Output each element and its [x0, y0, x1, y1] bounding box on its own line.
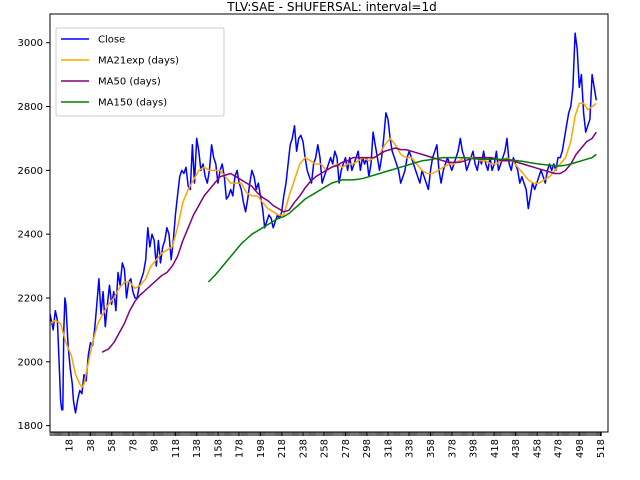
legend-label-0: Close	[98, 35, 125, 46]
x-tick-label: 238	[298, 439, 309, 458]
x-tick-label: 438	[511, 439, 522, 458]
x-tick-label: 518	[596, 439, 607, 458]
legend-box	[55, 27, 225, 117]
x-tick-label: 258	[320, 439, 331, 458]
y-tick-label: 2200	[18, 293, 43, 304]
x-tick-label: 498	[575, 439, 586, 458]
x-axis: 18 38 58 78 98 118 138 158 178 198 218 238 258 278 298…	[49, 432, 607, 458]
legend-label-1: MA21exp (days)	[98, 56, 179, 67]
series-layer	[50, 32, 598, 414]
x-tick-label: 278	[341, 439, 352, 458]
x-tick-label: 458	[532, 439, 543, 458]
y-tick-label: 1800	[18, 421, 43, 432]
x-tick-label: 158	[213, 439, 224, 458]
series-line-2	[101, 131, 597, 353]
x-tick-label: 418	[490, 439, 501, 458]
x-tick-label: 478	[554, 439, 565, 458]
series-line-0	[50, 32, 598, 414]
x-tick-label: 98	[150, 439, 161, 452]
x-tick-label: 58	[107, 439, 118, 452]
y-tick-label: 2800	[18, 102, 43, 113]
series-line-1	[50, 102, 597, 389]
x-tick-label: 18	[65, 439, 76, 452]
y-tick-label: 2000	[18, 357, 43, 368]
y-tick-label: 2400	[18, 230, 43, 241]
x-tick-label: 138	[192, 439, 203, 458]
plot-area-frame	[49, 13, 609, 433]
x-tick-label: 358	[426, 439, 437, 458]
x-tick-label: 38	[86, 439, 97, 452]
x-tick-label: 398	[469, 439, 480, 458]
legend: Close MA21exp (days) MA50 (days) MA150 (day…	[55, 27, 225, 117]
x-tick-label: 378	[447, 439, 458, 458]
x-tick-label: 318	[383, 439, 394, 458]
x-tick-label: 178	[235, 439, 246, 458]
x-tick-label: 198	[256, 439, 267, 458]
series-line-3	[207, 153, 597, 283]
legend-label-2: MA50 (days)	[98, 77, 161, 88]
x-tick-label: 218	[277, 439, 288, 458]
x-tick-label: 338	[405, 439, 416, 458]
legend-label-3: MA150 (days)	[98, 98, 167, 109]
x-tick-label: 78	[128, 439, 139, 452]
y-tick-label: 2600	[18, 166, 43, 177]
y-axis: 1800 2000 2200 2400 2600 2800 3000	[18, 38, 50, 432]
chart-title: TLV:SAE - SHUFERSAL: interval=1d	[226, 0, 436, 14]
x-tick-label: 298	[362, 439, 373, 458]
y-tick-label: 3000	[18, 38, 43, 49]
x-tick-label: 118	[171, 439, 182, 458]
